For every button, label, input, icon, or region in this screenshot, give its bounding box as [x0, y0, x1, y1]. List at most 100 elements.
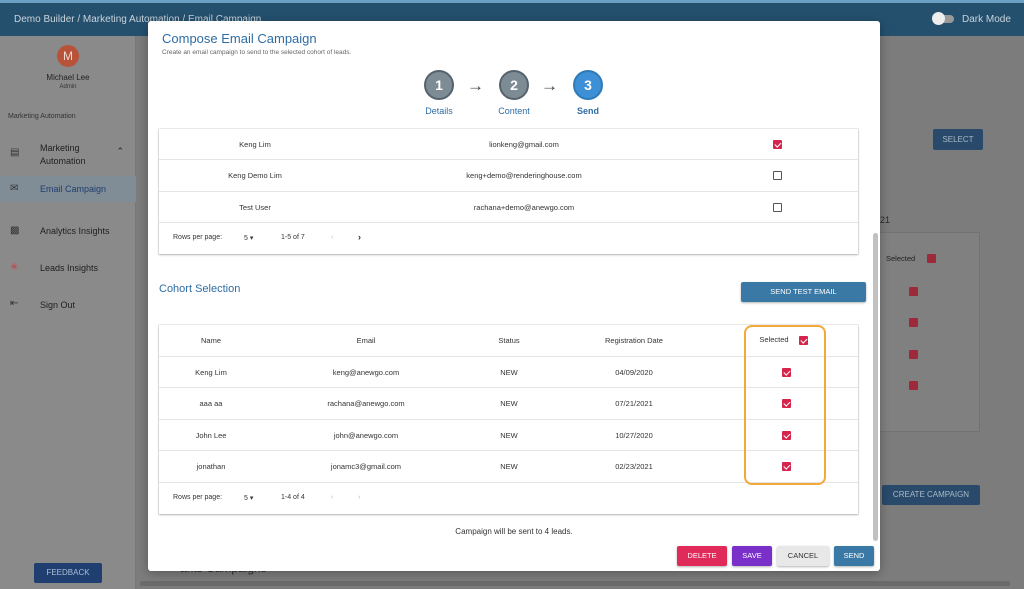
select-button[interactable]: SELECT — [933, 129, 983, 150]
rows-per-page-select[interactable]: 5 ▾ — [244, 235, 254, 242]
lead-email: rachana@anewgo.com — [327, 399, 405, 408]
table-pagination: Rows per page: 5 ▾ 1-5 of 7 ‹ › — [159, 223, 858, 254]
modal-title: Compose Email Campaign — [162, 31, 317, 46]
sidebar-item-marketing-automation[interactable]: ▤ Marketing Automation ⌃ — [0, 134, 136, 172]
lead-email: keng@anewgo.com — [332, 368, 400, 377]
background-checkbox[interactable] — [927, 254, 936, 263]
recipient-name: Test User — [239, 203, 271, 212]
sidebar: M Michael Lee Admin Marketing Automation… — [0, 36, 136, 589]
table-row: jonathan jonamc3@gmail.com NEW 02/23/202… — [159, 451, 858, 483]
background-checkbox[interactable] — [909, 381, 918, 390]
background-checkbox[interactable] — [909, 350, 918, 359]
background-scrollbar[interactable] — [140, 581, 1010, 586]
step-content[interactable]: 2 Content — [484, 70, 544, 116]
lead-registration-date: 10/27/2020 — [615, 431, 653, 440]
arrow-right-icon: → — [467, 76, 484, 95]
table-row: John Lee john@anewgo.com NEW 10/27/2020 — [159, 420, 858, 451]
table-pagination: Rows per page: 5 ▾ 1-4 of 4 ‹ › — [159, 483, 858, 514]
lead-registration-date: 02/23/2021 — [615, 462, 653, 471]
lead-name: John Lee — [195, 431, 227, 440]
dark-mode-toggle[interactable]: Dark Mode — [932, 11, 1024, 29]
chevron-left-icon[interactable]: ‹ — [331, 234, 334, 241]
column-header-name[interactable]: Name — [200, 336, 221, 345]
lead-checkbox[interactable] — [782, 399, 791, 408]
lead-checkbox[interactable] — [782, 368, 791, 377]
chevron-right-icon[interactable]: › — [358, 494, 361, 501]
lead-status: NEW — [500, 431, 518, 440]
recipient-checkbox[interactable] — [773, 171, 782, 180]
sidebar-section-label: Marketing Automation — [8, 113, 76, 120]
cohort-title: Cohort Selection — [159, 283, 241, 295]
cancel-button[interactable]: CANCEL — [777, 546, 829, 566]
step-details[interactable]: 1 Details — [409, 70, 469, 116]
table-row: Test User rachana+demo@anewgo.com — [159, 192, 858, 223]
delete-button[interactable]: DELETE — [677, 546, 727, 566]
chevron-left-icon[interactable]: ‹ — [331, 494, 334, 501]
table-row: Keng Lim lionkeng@gmail.com — [159, 129, 858, 160]
sidebar-item-email-campaign[interactable]: ✉ Email Campaign — [0, 176, 136, 202]
recipient-email: lionkeng@gmail.com — [489, 140, 559, 149]
column-header-registration-date[interactable]: Registration Date — [605, 336, 663, 345]
background-selected-table: Selected — [868, 232, 980, 432]
sidebar-item-leads-insights[interactable]: ✳ Leads Insights — [0, 255, 136, 281]
lead-email: jonamc3@gmail.com — [330, 462, 402, 471]
recipient-checkbox[interactable] — [773, 203, 782, 212]
table-row: Keng Demo Lim keng+demo@renderinghouse.c… — [159, 160, 858, 192]
breadcrumb: Demo Builder / Marketing Automation / Em… — [14, 14, 262, 25]
lead-status: NEW — [500, 462, 518, 471]
modal-scrollbar[interactable] — [872, 129, 879, 559]
toggle-knob — [932, 12, 945, 25]
recipient-name: Keng Demo Lim — [228, 171, 282, 180]
background-selected-header: Selected — [886, 254, 916, 263]
test-recipients-table: Keng Lim lionkeng@gmail.com Keng Demo Li… — [159, 129, 858, 254]
create-campaign-button[interactable]: CREATE CAMPAIGN — [882, 485, 980, 505]
background-checkbox[interactable] — [909, 318, 918, 327]
clipboard-icon: ▤ — [10, 147, 20, 158]
scrollbar-thumb[interactable] — [873, 233, 878, 541]
background-number: 21 — [880, 215, 891, 225]
step-label: Content — [498, 106, 530, 116]
recipient-email: keng+demo@renderinghouse.com — [466, 171, 582, 180]
arrow-right-icon: → — [541, 76, 558, 95]
selected-column-highlight — [744, 325, 826, 485]
chevron-right-icon[interactable]: › — [358, 232, 361, 242]
lead-status: NEW — [500, 399, 518, 408]
column-header-selected: Selected — [759, 335, 789, 344]
column-header-email[interactable]: Email — [356, 336, 376, 345]
step-label: Details — [425, 106, 453, 116]
sidebar-item-label: Analytics Insights — [40, 226, 110, 236]
step-number: 1 — [424, 70, 454, 100]
recipient-email: rachana+demo@anewgo.com — [473, 203, 575, 212]
rows-per-page-select[interactable]: 5 ▾ — [244, 495, 254, 502]
send-test-email-button[interactable]: SEND TEST EMAIL — [741, 282, 866, 302]
avatar[interactable]: M — [57, 45, 79, 67]
lead-email: john@anewgo.com — [333, 431, 399, 440]
send-button[interactable]: SEND — [834, 546, 874, 566]
step-number: 2 — [499, 70, 529, 100]
lead-checkbox[interactable] — [782, 462, 791, 471]
column-header-status[interactable]: Status — [498, 336, 520, 345]
sidebar-item-label: Sign Out — [40, 300, 76, 310]
lead-registration-date: 07/21/2021 — [615, 399, 653, 408]
modal-subtitle: Create an email campaign to send to the … — [162, 49, 352, 56]
rows-per-page-value: 5 — [244, 235, 248, 242]
table-header-row: Name Email Status Registration Date Sele… — [159, 325, 858, 357]
lead-checkbox[interactable] — [782, 431, 791, 440]
sidebar-item-sign-out[interactable]: ⇤ Sign Out — [0, 292, 136, 318]
dark-mode-label: Dark Mode — [962, 14, 1011, 25]
select-all-checkbox[interactable] — [799, 336, 808, 345]
rows-per-page-value: 5 — [244, 495, 248, 502]
page-range: 1-5 of 7 — [281, 234, 305, 241]
recipient-checkbox[interactable] — [773, 140, 782, 149]
save-button[interactable]: SAVE — [732, 546, 772, 566]
background-checkbox[interactable] — [909, 287, 918, 296]
feedback-button[interactable]: FEEDBACK — [34, 563, 102, 583]
campaign-summary: Campaign will be sent to 4 leads. — [455, 527, 573, 536]
recipient-name: Keng Lim — [239, 140, 271, 149]
step-send[interactable]: 3 Send — [558, 70, 618, 116]
lead-status: NEW — [500, 368, 518, 377]
pin-icon: ✳ — [10, 262, 19, 273]
page-range: 1-4 of 4 — [281, 494, 305, 501]
chevron-up-icon[interactable]: ⌃ — [116, 146, 124, 156]
sidebar-item-analytics-insights[interactable]: ▩ Analytics Insights — [0, 218, 136, 244]
